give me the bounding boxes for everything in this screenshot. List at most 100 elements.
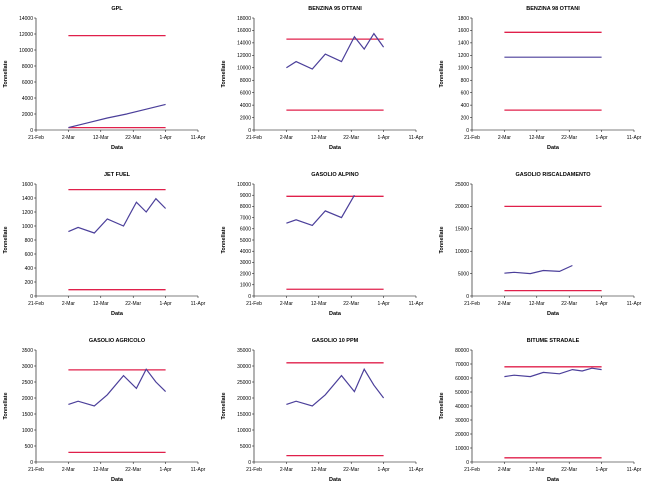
y-tick-label: 1500 bbox=[22, 412, 33, 418]
x-tick-label: 11-Apr bbox=[409, 467, 424, 473]
y-tick-label: 3000 bbox=[240, 260, 251, 266]
y-tick-label: 4000 bbox=[240, 249, 251, 255]
x-tick-label: 1-Apr bbox=[377, 301, 390, 307]
x-tick-label: 2-Mar bbox=[498, 467, 511, 473]
x-tick-label: 22-Mar bbox=[561, 135, 577, 141]
y-axis-label: Tonnellate bbox=[439, 60, 445, 87]
y-axis-label: Tonnellate bbox=[439, 392, 445, 419]
chart-title: GASOLIO 10 PPM bbox=[312, 338, 359, 344]
y-tick-label: 600 bbox=[25, 252, 34, 258]
y-tick-label: 16000 bbox=[237, 28, 251, 34]
y-tick-label: 10000 bbox=[237, 66, 251, 72]
y-axis-label: Tonnellate bbox=[221, 226, 227, 253]
y-tick-label: 400 bbox=[25, 266, 34, 272]
chart-title: GPL bbox=[111, 6, 123, 12]
y-tick-label: 1000 bbox=[22, 224, 33, 230]
x-tick-label: 21-Feb bbox=[464, 301, 480, 307]
y-tick-label: 2000 bbox=[240, 271, 251, 277]
y-tick-label: 35000 bbox=[237, 348, 251, 354]
x-axis-label: Data bbox=[111, 145, 124, 151]
y-tick-label: 400 bbox=[461, 103, 470, 109]
x-tick-label: 22-Mar bbox=[125, 301, 141, 307]
x-tick-label: 21-Feb bbox=[28, 135, 44, 141]
chart-title: BENZINA 95 OTTANI bbox=[308, 6, 362, 12]
y-tick-label: 10000 bbox=[455, 446, 469, 452]
y-tick-label: 800 bbox=[461, 78, 470, 84]
y-axis-label: Tonnellate bbox=[3, 60, 9, 87]
y-axis-label: Tonnellate bbox=[439, 226, 445, 253]
y-tick-label: 1000 bbox=[458, 66, 469, 72]
x-axis-label: Data bbox=[329, 477, 342, 483]
x-tick-label: 12-Mar bbox=[93, 135, 109, 141]
y-tick-label: 5000 bbox=[240, 238, 251, 244]
y-tick-label: 200 bbox=[25, 280, 34, 286]
series-line bbox=[504, 264, 573, 275]
y-tick-label: 5000 bbox=[240, 444, 251, 450]
y-tick-label: 6000 bbox=[240, 90, 251, 96]
x-tick-label: 22-Mar bbox=[343, 467, 359, 473]
y-tick-label: 60000 bbox=[455, 376, 469, 382]
chart-9: BITUME STRADALE 0 10000 20000 30000 40000 5000… bbox=[439, 338, 642, 483]
x-tick-label: 1-Apr bbox=[159, 301, 172, 307]
x-tick-label: 12-Mar bbox=[529, 301, 545, 307]
chart-6: GASOLIO RISCALDAMENTO 0 5000 10000 15000 2000… bbox=[439, 172, 642, 317]
y-tick-label: 12000 bbox=[19, 32, 33, 38]
y-tick-label: 200 bbox=[461, 115, 470, 121]
x-tick-label: 11-Apr bbox=[409, 135, 424, 141]
y-tick-label: 800 bbox=[25, 238, 34, 244]
x-tick-label: 12-Mar bbox=[311, 301, 327, 307]
y-tick-label: 20000 bbox=[237, 396, 251, 402]
y-tick-label: 0 bbox=[30, 128, 33, 134]
y-axis-label: Tonnellate bbox=[221, 60, 227, 87]
x-axis-label: Data bbox=[547, 311, 560, 317]
series-line bbox=[504, 367, 602, 378]
chart-4: JET FUEL 0 200 400 600 800 1000 1200 1400 1600 21-… bbox=[3, 172, 206, 317]
y-tick-label: 0 bbox=[248, 460, 251, 466]
chart-title: GASOLIO ALPINO bbox=[311, 172, 359, 178]
x-axis-label: Data bbox=[547, 145, 560, 151]
x-tick-label: 12-Mar bbox=[93, 301, 109, 307]
x-tick-label: 21-Feb bbox=[246, 135, 262, 141]
x-tick-label: 2-Mar bbox=[62, 301, 75, 307]
y-tick-label: 80000 bbox=[455, 348, 469, 354]
y-tick-label: 4000 bbox=[22, 96, 33, 102]
x-axis-label: Data bbox=[547, 477, 560, 483]
y-tick-label: 0 bbox=[466, 128, 469, 134]
x-tick-label: 22-Mar bbox=[343, 135, 359, 141]
y-tick-label: 15000 bbox=[455, 227, 469, 233]
x-tick-label: 2-Mar bbox=[280, 135, 293, 141]
x-tick-label: 2-Mar bbox=[280, 467, 293, 473]
y-tick-label: 1400 bbox=[22, 196, 33, 202]
y-tick-label: 6000 bbox=[22, 80, 33, 86]
y-tick-label: 3000 bbox=[22, 364, 33, 370]
chart-3: BENZINA 98 OTTANI 0 200 400 600 800 1000 1200 14… bbox=[439, 6, 642, 151]
y-tick-label: 40000 bbox=[455, 404, 469, 410]
x-tick-label: 1-Apr bbox=[377, 467, 390, 473]
x-tick-label: 21-Feb bbox=[28, 467, 44, 473]
y-tick-label: 25000 bbox=[237, 380, 251, 386]
x-tick-label: 12-Mar bbox=[93, 467, 109, 473]
x-tick-label: 11-Apr bbox=[627, 467, 642, 473]
y-tick-label: 600 bbox=[461, 90, 470, 96]
y-tick-label: 1200 bbox=[22, 210, 33, 216]
y-tick-label: 6000 bbox=[240, 227, 251, 233]
x-tick-label: 11-Apr bbox=[409, 301, 424, 307]
y-tick-label: 0 bbox=[30, 460, 33, 466]
chart-title: BITUME STRADALE bbox=[527, 338, 580, 344]
x-tick-label: 12-Mar bbox=[311, 135, 327, 141]
y-tick-label: 0 bbox=[466, 460, 469, 466]
y-tick-label: 14000 bbox=[19, 16, 33, 22]
x-tick-label: 21-Feb bbox=[464, 467, 480, 473]
chart-8: GASOLIO 10 PPM 0 5000 10000 15000 20000 25000 3… bbox=[221, 338, 424, 483]
y-axis-label: Tonnellate bbox=[3, 226, 9, 253]
chart-1: GPL 0 2000 4000 6000 8000 10000 12000 14000 21-Fe… bbox=[3, 6, 206, 151]
y-tick-label: 5000 bbox=[458, 271, 469, 277]
series-line bbox=[68, 103, 166, 129]
y-tick-label: 10000 bbox=[237, 428, 251, 434]
y-tick-label: 1600 bbox=[458, 28, 469, 34]
y-tick-label: 3500 bbox=[22, 348, 33, 354]
x-tick-label: 1-Apr bbox=[377, 135, 390, 141]
x-tick-label: 2-Mar bbox=[280, 301, 293, 307]
x-tick-label: 2-Mar bbox=[498, 135, 511, 141]
x-tick-label: 22-Mar bbox=[125, 467, 141, 473]
